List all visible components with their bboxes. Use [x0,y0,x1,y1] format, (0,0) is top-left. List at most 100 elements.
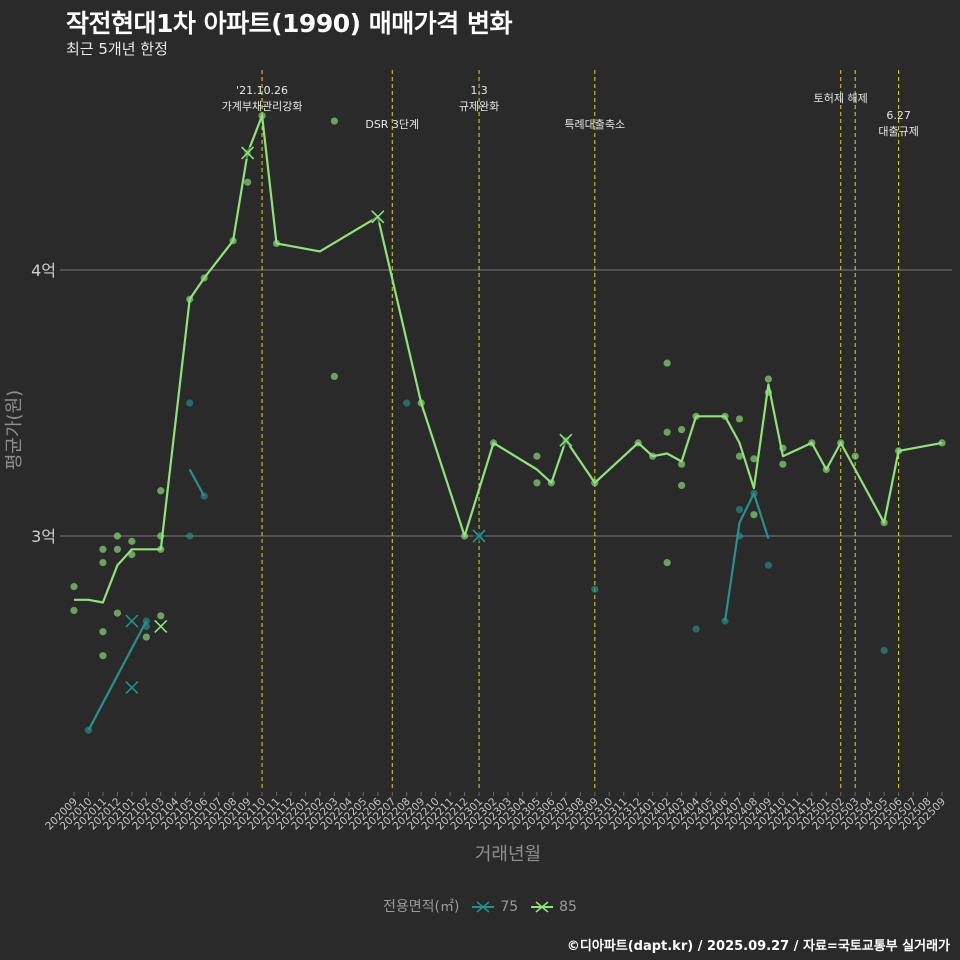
series-75-point [750,489,758,498]
series-85-point [649,452,657,460]
legend: 전용면적(㎡) 75 85 [0,896,960,916]
series-75-point [721,617,729,625]
series-85-point [461,532,469,540]
series-85-point [764,375,773,383]
series-85-point [591,479,599,487]
series-85-point [200,274,208,282]
series-85-point [330,372,338,380]
gridlines [60,269,952,537]
series-75-point [692,625,700,633]
series-75-line [87,620,148,731]
series-85-point [229,237,237,245]
series-85-point [663,359,671,367]
series-85-point [750,511,758,519]
series-85-point [547,479,556,487]
series-85-point [70,582,78,591]
series-85-point [272,239,281,247]
event-label: 대출규제 [878,125,918,138]
series-85-point [157,487,165,495]
event-label: 6.27 [886,109,911,122]
series-75-point [735,532,744,540]
series-85-point [764,388,773,396]
series-85-point [113,609,121,617]
series-85-point [113,545,121,553]
series-75-marker [125,614,139,628]
series-85-point [735,415,744,423]
y-tick-label: 4억 [31,261,56,280]
series-85-point [822,465,830,474]
event-label: 특례대출축소 [564,118,625,131]
series-85-point [157,545,165,553]
series-85-point [678,460,686,468]
event-label: 1.3 [470,84,488,97]
legend-item-75: 75 [470,899,518,915]
series-85-point [634,439,642,447]
series-85-point [330,117,338,125]
source-caption: ©디아파트(dapt.kr) / 2025.09.27 / 자료=국토교통부 실… [566,939,950,954]
series-75-point [735,505,744,513]
series-85-point [938,439,946,447]
series-85-point [851,452,859,460]
series-layer [70,112,946,734]
legend-label-75: 75 [500,899,519,915]
legend-key-85 [530,901,553,913]
series-85-marker [154,619,168,634]
series-75-point [142,617,150,625]
legend-item-85: 85 [529,899,577,915]
series-75-point [142,622,150,631]
series-85-point [779,460,787,468]
series-85-point [533,452,541,460]
series-85-point [663,559,671,567]
series-75-line [188,468,206,497]
event-label: 규제완화 [459,100,499,113]
series-75-point [591,585,599,593]
legend-label-85: 85 [559,899,577,915]
x-axis: 2020092020102020112020122021012021022021… [43,792,948,832]
y-axis: 3억 4억 [31,261,56,546]
series-85-point [157,612,165,620]
series-75-point [200,492,208,500]
chart-title: 작전현대1차 아파트(1990) 매매가격 변화 [66,9,512,38]
series-85-point [258,112,266,120]
series-85-point [186,295,194,303]
series-75-point [880,646,888,654]
series-85-point [128,551,136,559]
series-85-marker [559,433,573,447]
series-75-line [723,492,770,622]
series-85-point [779,444,787,452]
series-85-marker [241,146,255,160]
series-85-point [99,559,107,567]
series-85-point [721,412,729,420]
series-85-point [678,481,686,490]
series-85-point [663,428,671,436]
series-75-point [186,532,194,540]
series-85-marker [371,210,385,224]
series-85-point [750,455,758,463]
series-85-point [808,439,816,447]
event-label: 가계부채관리강화 [222,100,303,113]
series-85-point [70,606,78,615]
series-75-point [764,561,773,569]
series-75-point [403,399,411,407]
series-85-point [678,426,686,434]
y-axis-label: 평균가(원) [4,390,25,470]
series-75-point [186,399,194,407]
series-85-point [895,447,903,455]
series-85-point [99,545,107,553]
series-85-point [489,439,498,447]
series-85-point [142,633,150,641]
x-axis-label: 거래년월 [475,844,541,865]
series-85-point [837,439,845,447]
series-85-point [692,412,700,420]
series-75-point [84,726,93,734]
series-85-point [157,532,165,540]
legend-title: 전용면적(㎡) [383,899,460,915]
series-85-point [735,452,744,460]
event-label: '21.10.26 [236,84,288,97]
series-85-point [533,479,541,487]
series-75-marker [125,681,139,695]
series-75-marker [472,529,486,543]
legend-key-75 [471,901,494,913]
series-85-line [74,114,943,604]
